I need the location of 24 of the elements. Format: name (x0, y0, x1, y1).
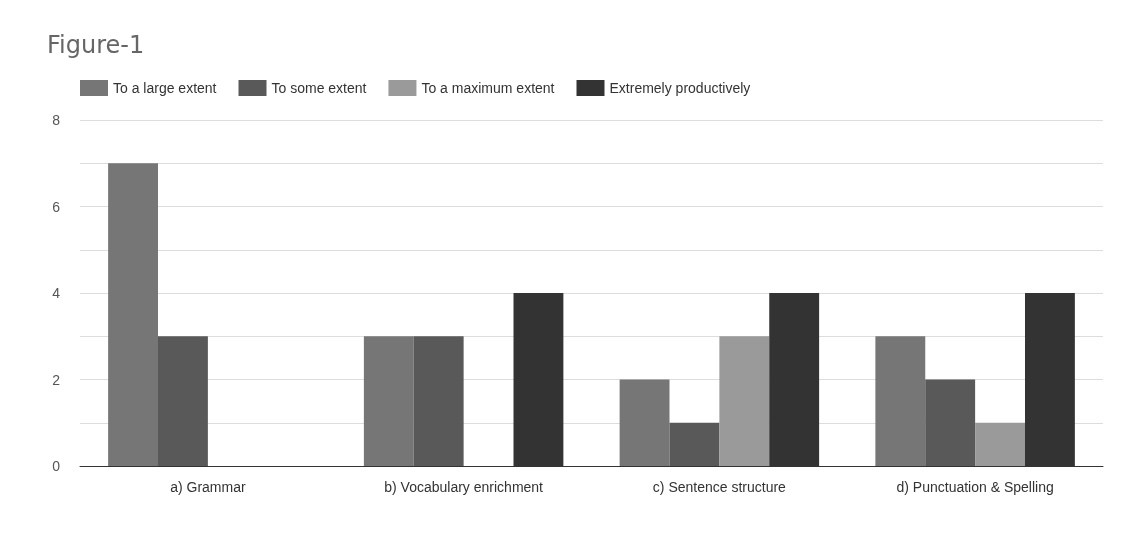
x-tick-label: d) Punctuation & Spelling (896, 479, 1054, 495)
legend-label: Extremely productively (609, 80, 751, 96)
y-tick-label: 2 (52, 371, 61, 388)
bar (158, 336, 208, 466)
legend-label: To a large extent (113, 80, 217, 96)
legend-label: To some extent (271, 80, 367, 96)
x-tick-label: a) Grammar (170, 479, 246, 495)
y-tick-label: 8 (52, 112, 61, 128)
bar (619, 379, 670, 466)
bar (975, 422, 1025, 466)
bar (719, 336, 770, 466)
y-tick-label: 4 (52, 285, 61, 301)
bar (875, 336, 926, 466)
bar (925, 379, 976, 466)
y-tick-label: 0 (52, 458, 61, 474)
chart-title: Figure-1 (47, 31, 145, 59)
legend-label: To a maximum extent (421, 80, 555, 96)
bar (108, 163, 158, 466)
x-tick-label: c) Sentence structure (652, 479, 787, 495)
y-tick-label: 6 (52, 198, 61, 215)
bar (363, 336, 414, 466)
bar (413, 336, 464, 466)
bar (669, 422, 720, 466)
x-tick-label: b) Vocabulary enrichment (384, 479, 544, 495)
